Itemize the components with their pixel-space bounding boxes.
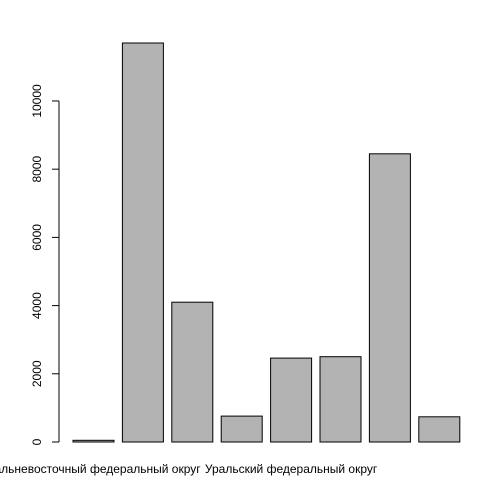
y-tick-label-8000: 8000 — [30, 156, 44, 183]
x-category-labels: Дальневосточный федеральный округ Уральск… — [0, 462, 378, 476]
x-category-label-0: Дальневосточный федеральный округ — [0, 462, 201, 476]
bar-7 — [419, 417, 460, 442]
y-tick-label-4000: 4000 — [30, 292, 44, 319]
bar-0 — [73, 440, 114, 442]
y-tick-label-10000: 10000 — [30, 84, 44, 118]
y-tick-label-6000: 6000 — [30, 224, 44, 251]
bar-3 — [221, 416, 262, 442]
y-tick-label-2000: 2000 — [30, 360, 44, 387]
bar-6 — [369, 154, 410, 442]
y-tick-label-0: 0 — [30, 438, 44, 445]
bar-4 — [271, 358, 312, 442]
bar-5 — [320, 357, 361, 442]
x-category-label-4: Уральский федеральный округ — [205, 462, 378, 476]
bars-group — [73, 43, 460, 442]
bar-2 — [172, 302, 213, 442]
bar-1 — [122, 43, 163, 442]
y-axis: 0 2000 4000 6000 8000 10000 — [30, 84, 59, 445]
